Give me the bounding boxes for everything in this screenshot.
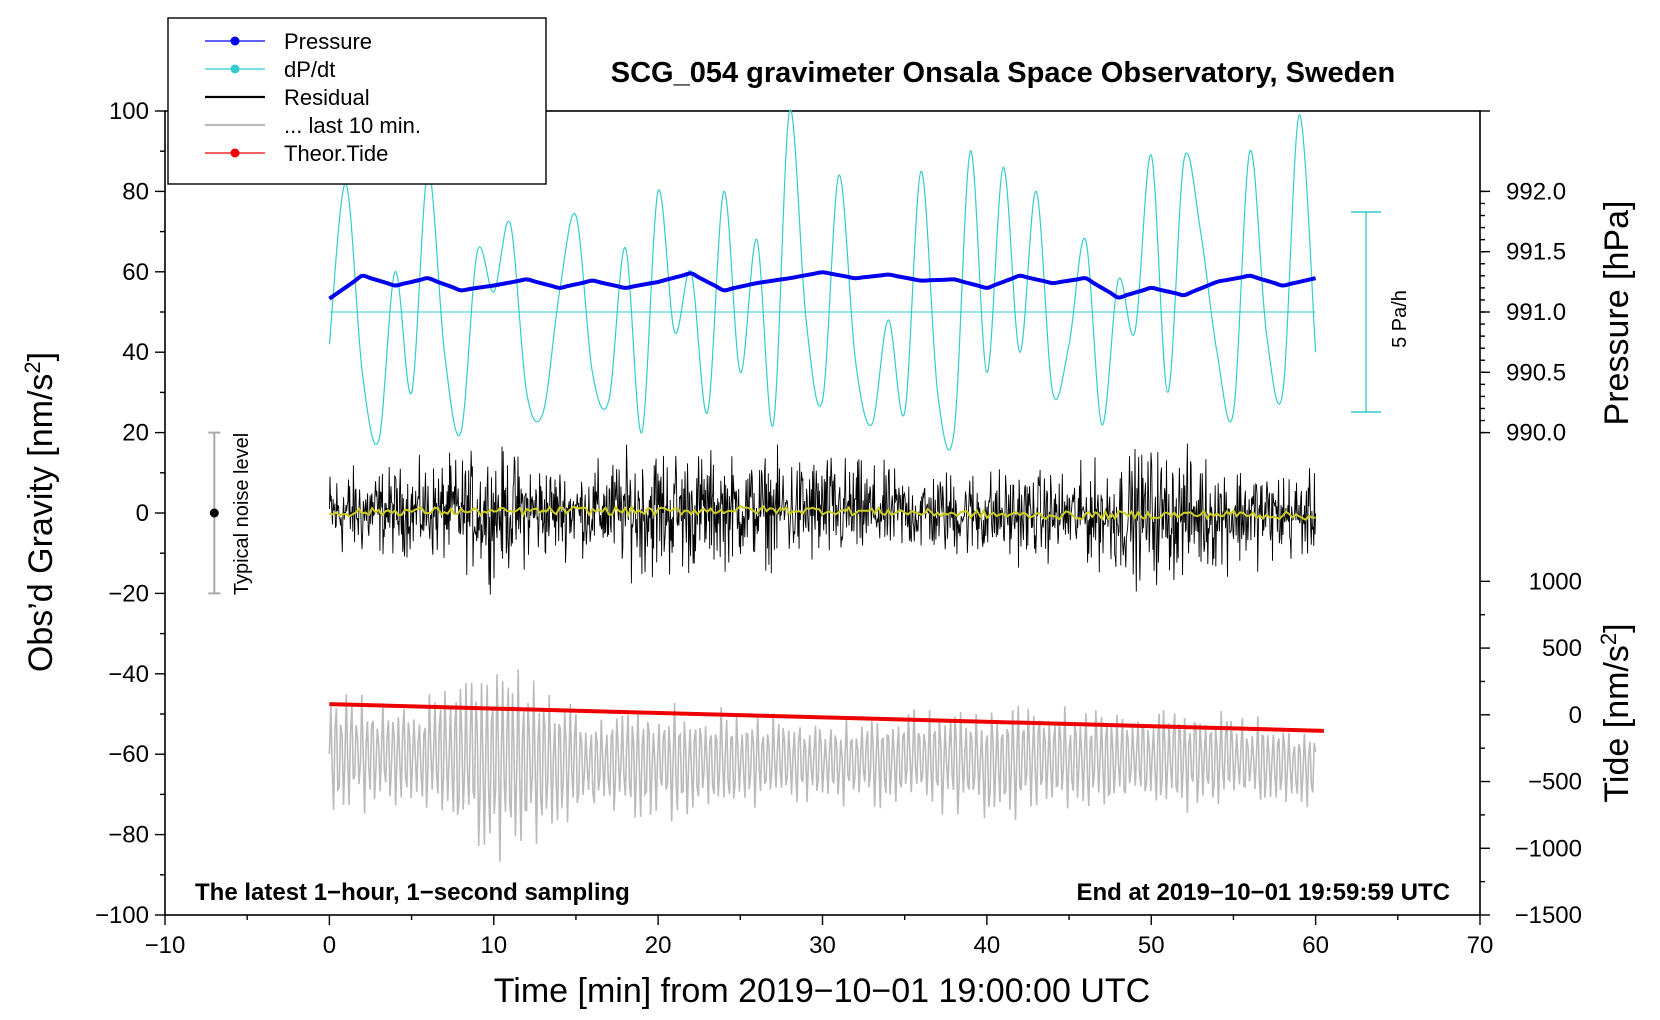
dpdt-scale-label: 5 Pa/h: [1389, 290, 1411, 348]
tide-tick-label: −1500: [1515, 902, 1582, 929]
y-axis-title: Obs’d Gravity [nm/s2]: [20, 352, 61, 672]
legend-label: ... last 10 min.: [284, 113, 421, 138]
y-tick-label: 100: [109, 98, 149, 125]
legend-label: dP/dt: [284, 57, 335, 82]
dpdt-line: [328, 109, 1317, 451]
legend-box: [167, 17, 547, 185]
x-axis-title: Time [min] from 2019−10−01 19:00:00 UTC: [494, 972, 1150, 1010]
pressure-series: [328, 270, 1317, 301]
pressure-tick-label: 991.0: [1506, 299, 1566, 326]
x-tick-label: −10: [145, 932, 186, 959]
tide-tick-label: 500: [1542, 635, 1582, 662]
pressure-axis-title: Pressure [hPa]: [1598, 201, 1636, 426]
legend-swatch-dot: [230, 64, 240, 74]
dpdt-series: [328, 109, 1317, 451]
x-tick-label: 60: [1302, 932, 1329, 959]
residual-series: [328, 443, 1317, 595]
pressure-tick-label: 990.0: [1506, 420, 1566, 447]
tide-tick-label: 0: [1569, 702, 1582, 729]
pressure-tick-label: 990.5: [1506, 359, 1566, 386]
x-tick-label: 20: [645, 932, 672, 959]
noise-level-label: Typical noise level: [231, 433, 253, 595]
y-tick-label: −40: [108, 661, 149, 688]
chart-title: SCG_054 gravimeter Onsala Space Observat…: [611, 57, 1395, 89]
sampling-note: The latest 1−hour, 1−second sampling: [195, 879, 630, 906]
x-tick-label: 10: [480, 932, 507, 959]
legend: Pressure dP/dt Residual ... last 10 min. The…: [167, 17, 547, 185]
y-tick-label: 40: [122, 339, 149, 366]
tide-tick-label: −500: [1528, 769, 1582, 796]
y-tick-label: −100: [95, 902, 149, 929]
residual-line: [328, 443, 1317, 595]
pressure-line: [328, 270, 1317, 301]
noise-bar-center: [209, 508, 219, 518]
tide-tick-label: 1000: [1529, 568, 1582, 595]
noise-level-bar: [208, 431, 221, 595]
legend-swatch-dot: [230, 36, 240, 46]
y-tick-label: −60: [108, 741, 149, 768]
legend-swatch-dot: [230, 148, 240, 158]
dpdt-scale-bar: [1351, 211, 1381, 413]
end-time-note: End at 2019−10−01 19:59:59 UTC: [1076, 879, 1450, 906]
x-axis-ticks: −10 0 10 20 30 40 50 60 70: [145, 915, 1494, 959]
tide-tick-label: −1000: [1515, 835, 1582, 862]
y-tick-label: 60: [122, 259, 149, 286]
y-axis-ticks: 100 80 60 40 20 0 −20 −40 −60 −80 −100: [95, 98, 165, 929]
pressure-axis-ticks: 992.0 991.5 991.0 990.5 990.0: [1480, 110, 1566, 447]
x-tick-label: 0: [323, 932, 336, 959]
last-10-min-series: [328, 669, 1317, 862]
legend-label: Pressure: [284, 29, 372, 54]
x-tick-label: 70: [1467, 932, 1494, 959]
tide-series: [329, 702, 1324, 733]
y-tick-label: 20: [122, 420, 149, 447]
pressure-tick-label: 992.0: [1506, 178, 1566, 205]
x-tick-label: 50: [1138, 932, 1165, 959]
x-tick-label: 40: [974, 932, 1001, 959]
y-tick-label: 80: [122, 178, 149, 205]
tide-axis-title: Tide [nm/s2]: [1596, 623, 1637, 802]
tide-axis-ticks: 1000 500 0 −500 −1000 −1500: [1480, 568, 1582, 929]
y-tick-label: −80: [108, 822, 149, 849]
legend-label: Theor.Tide: [284, 141, 388, 166]
tide-line: [329, 702, 1324, 733]
pressure-tick-label: 991.5: [1506, 239, 1566, 266]
last-10-min-line: [328, 669, 1317, 862]
residual-smoothed-line: [329, 504, 1316, 522]
legend-label: Residual: [284, 85, 370, 110]
x-tick-label: 30: [809, 932, 836, 959]
y-tick-label: 0: [136, 500, 149, 527]
y-tick-label: −20: [108, 580, 149, 607]
